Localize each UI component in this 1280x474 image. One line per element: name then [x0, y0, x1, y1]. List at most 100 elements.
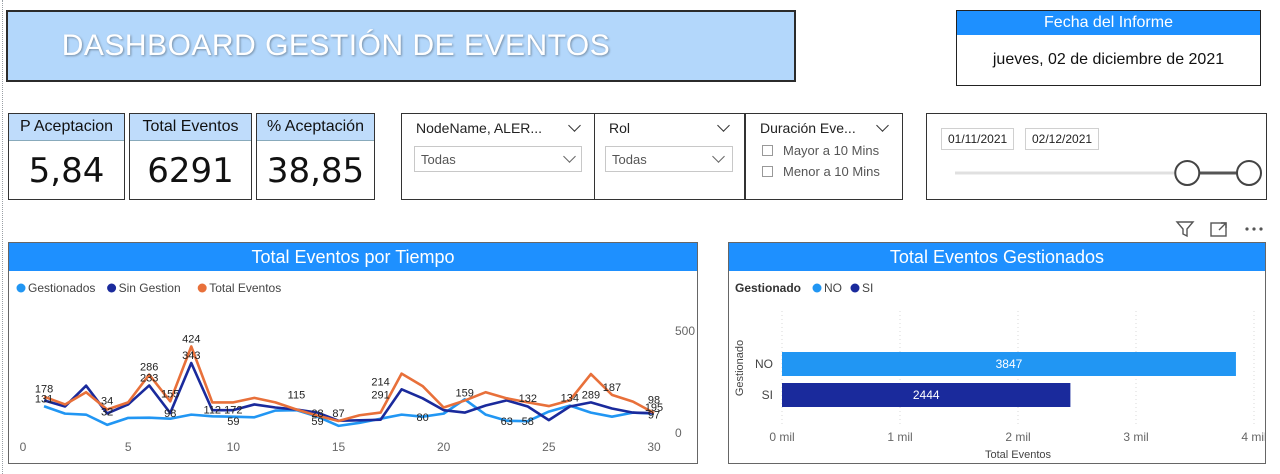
chevron-down-icon [563, 150, 576, 163]
data-label: 63 [501, 416, 513, 428]
data-label: 98 [648, 395, 660, 407]
data-label: 233 [140, 372, 158, 384]
date-start-input[interactable]: 01/11/2021 [941, 128, 1015, 150]
legend-label: SI [862, 281, 873, 295]
report-date-label: Fecha del Informe [957, 11, 1260, 35]
legend-label: Gestionados [28, 281, 95, 295]
data-label: 59 [227, 416, 239, 428]
data-label: 87 [332, 408, 344, 420]
kpi-label: % Aceptación [257, 114, 374, 141]
checkbox[interactable] [762, 166, 773, 177]
date-range-slicer[interactable]: 01/11/2021 02/12/2021 [926, 113, 1267, 200]
checkbox[interactable] [762, 145, 773, 156]
data-label: 286 [140, 362, 158, 374]
kpi-card-p-aceptacion[interactable]: P Aceptacion 5,84 [8, 113, 125, 200]
data-label: 80 [417, 412, 429, 424]
data-label: 28 [311, 408, 323, 420]
data-label: 32 [101, 407, 113, 419]
bar-chart[interactable]: Gestionado NO SI 0 mil 1 mil 2 mil 3 mil 4 mil T… [729, 271, 1265, 463]
legend-marker [197, 283, 207, 293]
x-axis-title: Total Eventos [985, 449, 1052, 461]
dashboard-title: DASHBOARD GESTIÓN DE EVENTOS [61, 29, 611, 62]
x-tick-label: 15 [332, 440, 346, 454]
slicer-dropdown-rol[interactable]: Todas [605, 146, 733, 172]
chevron-down-icon[interactable] [568, 119, 581, 132]
data-label: 97 [648, 409, 660, 421]
date-range-track [955, 160, 1262, 186]
dropdown-value: Todas [421, 152, 456, 167]
legend-label: Total Eventos [209, 281, 281, 295]
more-options-icon[interactable] [1243, 220, 1265, 238]
slicer-rol[interactable]: Rol Todas [594, 113, 745, 200]
checkbox-label: Menor a 10 Mins [783, 164, 880, 179]
canvas-edge-guide [2, 0, 3, 474]
legend-label: NO [824, 281, 842, 295]
x-tick-label: 30 [647, 440, 661, 454]
data-label: 134 [561, 393, 579, 405]
slider-end-handle[interactable] [1236, 160, 1262, 186]
kpi-card-porcentaje-aceptacion[interactable]: % Aceptación 38,85 [256, 113, 375, 200]
y-axis-title: Gestionado [734, 340, 746, 396]
checkbox-option[interactable]: Menor a 10 Mins [762, 164, 880, 179]
x-tick-label: 2 mil [1005, 430, 1030, 444]
slider-start-handle[interactable] [1174, 160, 1201, 186]
x-tick-label: 20 [437, 440, 451, 454]
legend-marker [812, 283, 822, 293]
data-label: 159 [456, 388, 474, 400]
chevron-down-icon[interactable] [876, 119, 889, 132]
line-chart-panel[interactable]: Total Eventos por Tiempo Gestionados Sin … [8, 242, 698, 464]
data-label: 343 [182, 350, 200, 362]
kpi-card-total-eventos[interactable]: Total Eventos 6291 [129, 113, 252, 200]
date-end-input[interactable]: 02/12/2021 [1025, 128, 1100, 150]
kpi-value: 5,84 [28, 150, 105, 191]
bar-si [782, 383, 1071, 407]
series-line-sin-gestion [43, 361, 655, 423]
data-label: 132 [519, 393, 537, 405]
x-tick-label: 0 mil [769, 430, 794, 444]
x-tick-label: 3 mil [1123, 430, 1148, 444]
checkbox-label: Mayor a 10 Mins [783, 143, 880, 158]
y-tick-label: 0 [675, 426, 682, 440]
line-chart[interactable]: Gestionados Sin Gestion Total Eventos 0 5 10 1… [9, 271, 697, 463]
x-tick-label: 4 mil [1241, 430, 1265, 444]
bar-chart-panel[interactable]: Total Eventos Gestionados Gestionado NO SI… [728, 242, 1266, 464]
series-line-total-eventos [43, 345, 655, 423]
data-label: 59 [311, 416, 323, 428]
x-tick-label: 5 [125, 440, 132, 454]
category-label: SI [762, 388, 773, 402]
data-label: 131 [35, 393, 53, 405]
x-tick-label: 0 [20, 440, 27, 454]
chevron-down-icon[interactable] [717, 119, 730, 132]
legend-title: Gestionado [735, 281, 801, 295]
category-label: NO [755, 357, 773, 371]
slicer-title: Rol [609, 120, 631, 136]
data-label: 214 [371, 376, 389, 388]
x-tick-label: 10 [227, 440, 241, 454]
legend-marker [850, 283, 860, 293]
data-label: 172 [224, 405, 242, 417]
chart-title: Total Eventos por Tiempo [9, 243, 697, 271]
data-label: 195 [645, 402, 663, 414]
slicer-duracion[interactable]: Duración Eve... Mayor a 10 Mins Menor a … [745, 113, 903, 200]
data-label: 115 [288, 389, 306, 401]
dropdown-value: Todas [612, 152, 647, 167]
x-tick-label: 25 [542, 440, 556, 454]
slicer-nodename[interactable]: NodeName, ALER... Todas [401, 113, 595, 200]
focus-mode-icon[interactable] [1209, 220, 1229, 238]
x-tick-label: 1 mil [887, 430, 912, 444]
checkbox-option[interactable]: Mayor a 10 Mins [762, 143, 879, 158]
legend-label: Sin Gestion [119, 281, 181, 295]
slicer-title: NodeName, ALER... [416, 120, 543, 136]
legend-marker [16, 283, 26, 293]
kpi-label: P Aceptacion [9, 114, 124, 141]
data-label: 187 [603, 382, 621, 394]
slicer-dropdown-nodename[interactable]: Todas [414, 146, 582, 172]
filter-icon[interactable] [1175, 220, 1195, 238]
data-label: 112 [204, 405, 222, 417]
slicer-title: Duración Eve... [760, 120, 856, 136]
data-label: 155 [161, 388, 179, 400]
data-label: 98 [164, 408, 176, 420]
kpi-label: Total Eventos [130, 114, 251, 141]
kpi-value: 6291 [147, 150, 234, 191]
y-tick-label: 500 [675, 324, 695, 338]
